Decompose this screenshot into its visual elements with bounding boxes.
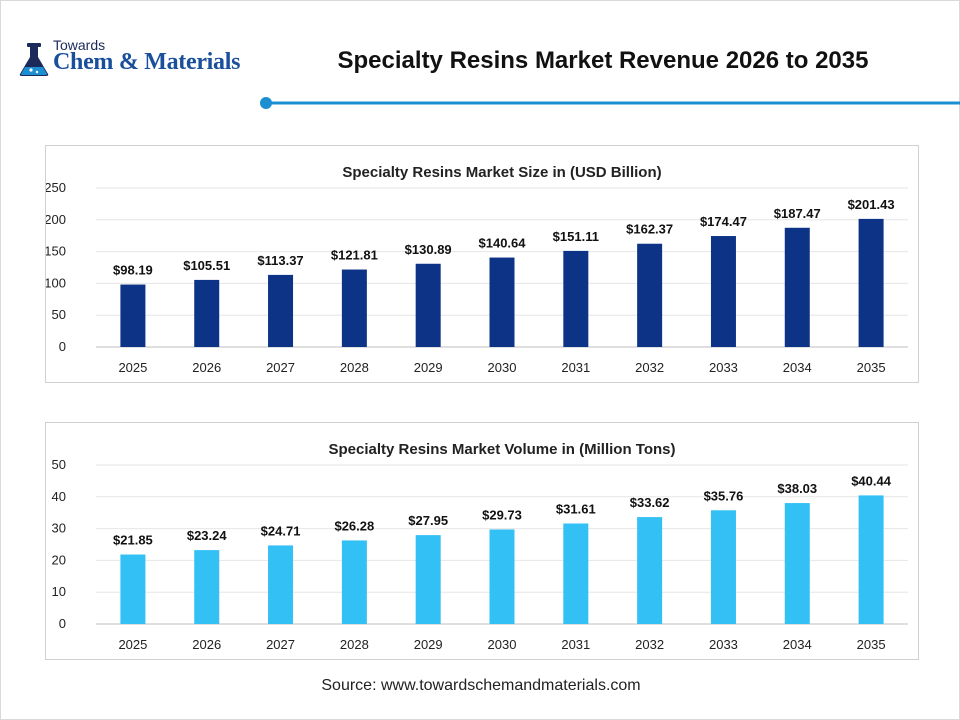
bar [120,284,146,347]
bar [858,218,884,347]
data-label: $162.37 [626,222,673,237]
bar [563,523,589,624]
y-tick-label: 200 [46,212,66,227]
y-tick-label: 150 [46,244,66,259]
bar [268,274,294,347]
x-tick-label: 2034 [783,637,812,652]
x-tick-label: 2026 [192,360,221,375]
data-label: $26.28 [334,518,374,533]
x-tick-label: 2033 [709,360,738,375]
market-volume-chart-panel: Specialty Resins Market Volume in (Milli… [45,422,919,660]
bar [415,263,441,347]
data-label: $24.71 [261,523,301,538]
data-label: $151.11 [553,229,599,244]
bar [194,279,220,347]
bar [268,545,294,624]
x-tick-label: 2033 [709,637,738,652]
x-tick-label: 2029 [414,637,443,652]
x-tick-label: 2028 [340,637,369,652]
y-tick-label: 20 [52,552,66,567]
y-tick-label: 50 [52,307,66,322]
bar [858,495,884,624]
x-tick-label: 2035 [857,637,886,652]
bar [415,535,441,624]
bar [120,554,146,624]
bar [637,517,663,624]
y-tick-label: 250 [46,180,66,195]
brand-line-1: Towards [53,37,106,53]
bar [489,257,515,347]
data-label: $98.19 [113,263,153,278]
data-label: $23.24 [187,528,228,543]
y-tick-label: 50 [52,457,66,472]
data-label: $174.47 [700,214,747,229]
data-label: $121.81 [331,248,378,263]
source-note: Source: www.towardschemandmaterials.com [321,677,641,694]
data-label: $35.76 [704,488,744,503]
x-tick-label: 2029 [414,360,443,375]
bar [563,250,589,347]
x-tick-label: 2025 [118,637,147,652]
data-label: $113.37 [257,253,303,268]
y-tick-label: 0 [59,616,66,631]
page-title: Specialty Resins Market Revenue 2026 to … [337,47,869,74]
bar [341,540,367,624]
y-tick-label: 40 [52,489,66,504]
data-label: $40.44 [851,473,892,488]
y-tick-label: 30 [52,521,66,536]
data-label: $27.95 [408,513,448,528]
x-tick-label: 2027 [266,637,295,652]
bar [194,550,220,624]
data-label: $29.73 [482,507,522,522]
x-tick-label: 2032 [635,637,664,652]
data-label: $130.89 [405,242,452,257]
y-tick-label: 10 [52,584,66,599]
data-label: $140.64 [479,236,527,251]
y-tick-label: 0 [59,339,66,354]
bar [784,227,810,347]
data-label: $105.51 [183,258,230,273]
x-tick-label: 2027 [266,360,295,375]
x-tick-label: 2030 [488,637,517,652]
title-underline [260,97,960,109]
x-tick-label: 2030 [488,360,517,375]
bar [341,269,367,347]
x-tick-label: 2026 [192,637,221,652]
bar [489,529,515,624]
market-size-chart: Specialty Resins Market Size in (USD Bil… [46,164,908,375]
y-tick-label: 100 [46,275,66,290]
x-tick-label: 2034 [783,360,812,375]
flask-icon [19,43,49,76]
x-tick-label: 2035 [857,360,886,375]
chart-title: Specialty Resins Market Volume in (Milli… [328,441,675,458]
bar [710,510,736,624]
brand-line-2: Chem & Materials [53,49,241,75]
data-label: $201.43 [848,197,895,212]
data-label: $21.85 [113,533,153,548]
data-label: $187.47 [774,206,821,221]
x-tick-label: 2028 [340,360,369,375]
x-tick-label: 2031 [561,360,590,375]
data-label: $33.62 [630,495,670,510]
bar [784,503,810,624]
brand-logo: Towards Chem & Materials [17,37,267,81]
data-label: $31.61 [556,501,596,516]
x-tick-label: 2025 [118,360,147,375]
x-tick-label: 2031 [561,637,590,652]
bar [637,243,663,347]
x-tick-label: 2032 [635,360,664,375]
data-label: $38.03 [777,481,817,496]
market-size-chart-panel: Specialty Resins Market Size in (USD Bil… [45,145,919,383]
market-volume-chart: Specialty Resins Market Volume in (Milli… [52,441,908,652]
chart-title: Specialty Resins Market Size in (USD Bil… [342,164,661,181]
bar [710,236,736,347]
